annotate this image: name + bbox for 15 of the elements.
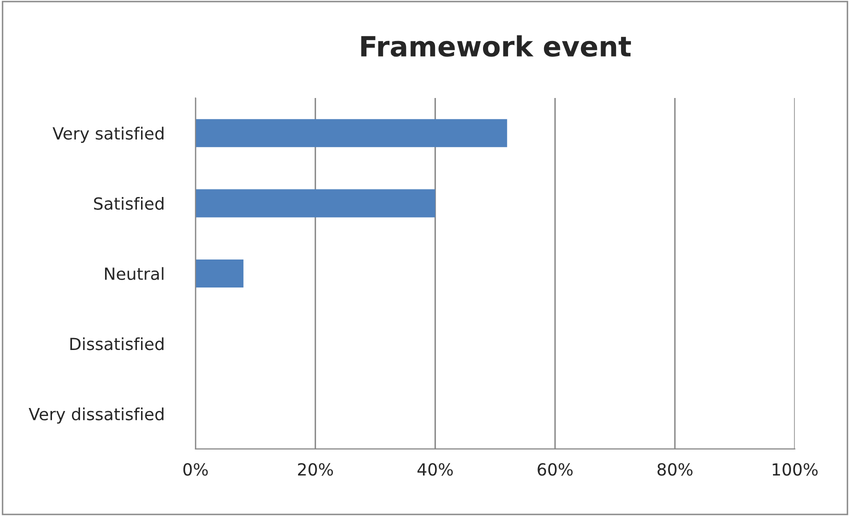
x-tick-label: 0% [183,463,208,476]
y-tick-label: Very dissatisfied [28,408,164,424]
x-tick-label: 40% [417,463,453,476]
chart-title: Framework event [361,35,631,57]
bar [196,189,436,218]
bar [196,259,244,288]
x-tick-label: 20% [298,463,333,476]
x-tick-label: 100% [772,463,818,476]
y-tick-label: Satisfied [94,196,164,210]
x-tick-label: 60% [538,463,573,476]
y-tick-label: Very satisfied [52,126,164,143]
y-tick-label: Dissatisfied [70,337,164,350]
y-tick-label: Neutral [105,267,164,280]
x-tick-label: 80% [658,463,692,476]
bar [196,119,508,148]
